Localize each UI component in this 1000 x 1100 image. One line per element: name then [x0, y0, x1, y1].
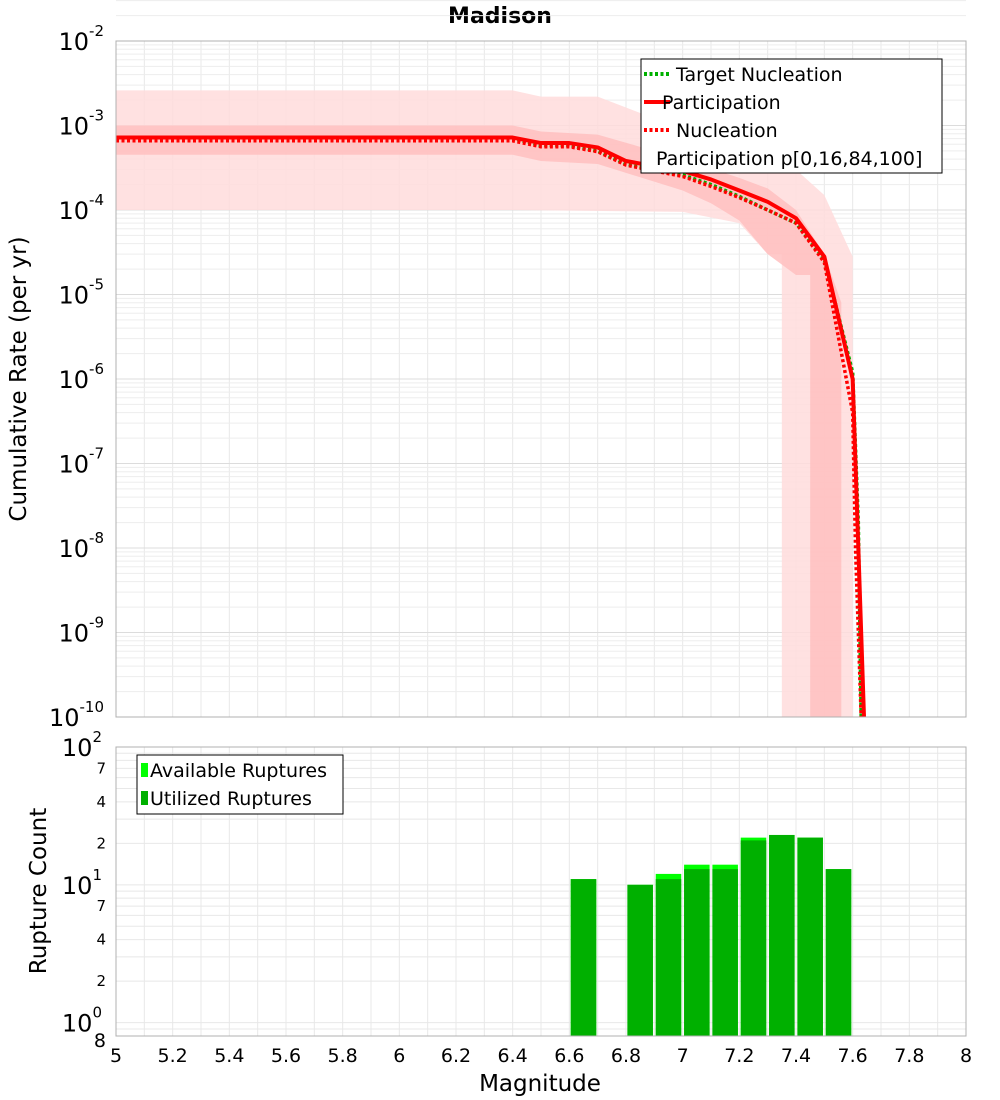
x-tick-label: 5.4 — [214, 1045, 244, 1067]
x-tick-label: 5.8 — [328, 1045, 358, 1067]
top-uncertainty-bands — [116, 90, 853, 717]
x-tick-label: 5 — [110, 1045, 122, 1067]
x-tick-label: 6.2 — [441, 1045, 471, 1067]
cumulative-rate-panel: 10-10 10-9 10-8 10-7 10-6 10-5 10-4 10-3 10-2 Cu… — [6, 0, 967, 732]
bottom-legend-label: Available Ruptures — [150, 760, 327, 782]
top-y-tick-label: 10-7 — [58, 445, 104, 479]
top-y-tick-label: 10-4 — [58, 191, 104, 225]
top-y-tick-label: 10-10 — [49, 698, 104, 732]
top-y-axis-label: Cumulative Rate (per yr) — [6, 236, 32, 521]
bottom-plot-frame — [115, 746, 967, 1037]
top-legend-box — [640, 58, 943, 174]
bottom-legend-swatch — [141, 763, 148, 777]
top-legend: Target Nucleation Participation Nucleation… — [640, 58, 943, 174]
bottom-legend: Available Ruptures Utilized Ruptures — [136, 754, 344, 815]
x-tick-label: 6.4 — [498, 1045, 528, 1067]
bottom-y-tick-minor: 4 — [96, 931, 106, 949]
x-tick-labels: 5 5.2 5.4 5.6 5.8 6 6.2 6.4 6.6 6.8 7 7.2 7.4 7.6 7.8 8 — [110, 1045, 972, 1067]
x-axis-label: Magnitude — [479, 1071, 601, 1097]
utilized-bar — [712, 869, 738, 1036]
top-plot-frame — [115, 40, 967, 718]
x-tick-label: 5.6 — [271, 1045, 301, 1067]
top-legend-label: Target Nucleation — [675, 64, 843, 86]
utilized-bar — [797, 837, 823, 1036]
bottom-y-tick-major: 102 — [62, 728, 102, 762]
x-tick-label: 5.2 — [158, 1045, 188, 1067]
bottom-legend-box — [136, 754, 344, 815]
top-y-tick-label: 10-2 — [58, 22, 104, 56]
bottom-y-tick-labels: 102 101 100 7 4 2 7 4 2 8 — [62, 728, 106, 1052]
top-y-tick-label: 10-8 — [58, 529, 104, 563]
x-tick-label: 7.4 — [781, 1045, 811, 1067]
x-tick-label: 7.8 — [894, 1045, 924, 1067]
bottom-legend-label: Utilized Ruptures — [150, 788, 312, 810]
x-tick-label: 7 — [677, 1045, 689, 1067]
top-series-lines — [116, 135, 866, 718]
x-tick-label: 6.6 — [554, 1045, 584, 1067]
x-tick-label: 7.2 — [724, 1045, 754, 1067]
utilized-bar — [740, 840, 767, 1036]
utilized-bar — [825, 869, 852, 1036]
x-tick-label: 6.8 — [611, 1045, 641, 1067]
top-y-tick-label: 10-3 — [58, 107, 104, 141]
bottom-legend-swatch — [141, 791, 148, 805]
utilized-bar — [570, 879, 597, 1036]
top-legend-label: Nucleation — [676, 120, 778, 142]
chart-title: Madison — [448, 4, 552, 29]
utilized-bar — [684, 869, 710, 1036]
x-tick-label: 8 — [960, 1045, 972, 1067]
bottom-y-tick-minor: 2 — [96, 834, 106, 852]
bottom-y-tick-major: 100 — [62, 1004, 102, 1038]
top-legend-label: Participation — [662, 92, 781, 114]
top-y-tick-label: 10-6 — [58, 360, 104, 394]
top-y-tick-labels: 10-10 10-9 10-8 10-7 10-6 10-5 10-4 10-3 10-2 — [49, 22, 104, 732]
bottom-y-tick-minor: 8 — [94, 1030, 106, 1052]
x-tick-label: 6 — [393, 1045, 405, 1067]
bottom-y-tick-minor: 2 — [96, 972, 106, 990]
bottom-y-axis-label: Rupture Count — [26, 808, 52, 974]
bottom-y-tick-minor: 7 — [96, 759, 106, 777]
top-y-tick-label: 10-9 — [58, 614, 104, 648]
bottom-y-tick-major: 101 — [62, 866, 102, 900]
x-tick-label: 7.6 — [838, 1045, 868, 1067]
utilized-bar — [627, 884, 653, 1036]
top-legend-label: Participation p[0,16,84,100] — [656, 148, 922, 170]
utilized-bar — [769, 834, 795, 1036]
top-y-tick-label: 10-5 — [58, 276, 104, 310]
utilized-bar — [655, 879, 682, 1036]
bottom-y-tick-minor: 7 — [96, 897, 106, 915]
series-line-1 — [116, 135, 866, 718]
bottom-y-tick-minor: 4 — [96, 793, 106, 811]
rupture-count-panel: 102 101 100 7 4 2 7 4 2 8 5 5.2 5.4 5.6 5.8 6 6.2 6.4 6.6… — [26, 728, 972, 1097]
bottom-bars — [570, 834, 852, 1036]
